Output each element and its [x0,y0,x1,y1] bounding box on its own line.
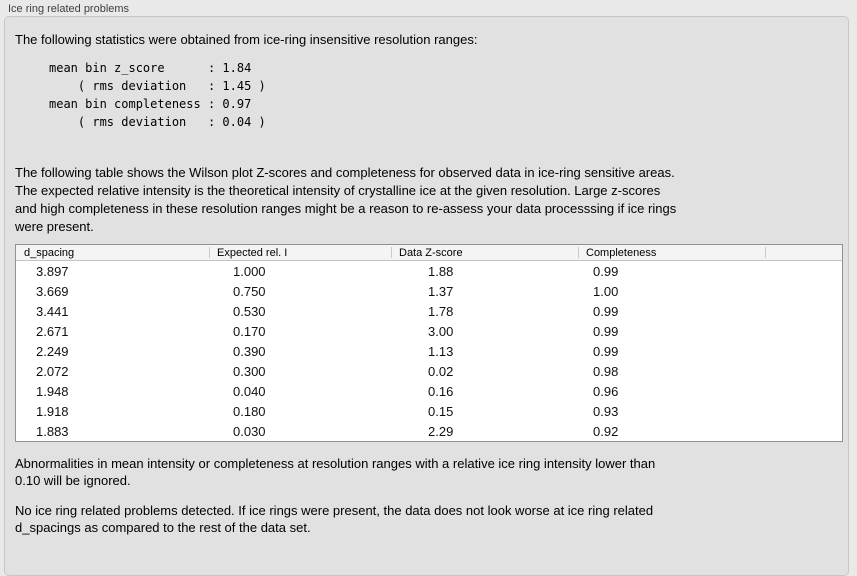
cell-d-spacing: 3.897 [36,263,69,279]
cell-d-spacing: 1.918 [36,403,69,419]
cell-completeness: 0.98 [593,363,619,379]
cell-d-spacing: 3.441 [36,303,69,319]
cell-expected-rel-i: 0.390 [233,343,266,359]
cell-empty [765,281,842,301]
cell-completeness: 0.99 [593,323,619,339]
cell-d-spacing: 3.669 [36,283,69,299]
ignore-note-text: Abnormalities in mean intensity or compl… [15,456,656,488]
table-row[interactable]: 2.671 0.170 3.00 0.99 [16,321,842,341]
cell-d-spacing: 2.671 [36,323,69,339]
table-row[interactable]: 1.883 0.030 2.29 0.92 [16,421,842,441]
cell-data-z-score: 1.78 [428,303,454,319]
cell-expected-rel-i: 0.180 [233,403,266,419]
cell-completeness: 0.99 [593,343,619,359]
cell-data-z-score: 0.16 [428,383,454,399]
cell-expected-rel-i: 0.170 [233,323,266,339]
stats-block: mean bin z_score : 1.84 ( rms deviation … [49,61,266,129]
table-row[interactable]: 1.918 0.180 0.15 0.93 [16,401,842,421]
table-row[interactable]: 3.669 0.750 1.37 1.00 [16,281,842,301]
column-header-data-z-score[interactable]: Data Z-score [391,245,578,260]
table-row[interactable]: 1.948 0.040 0.16 0.96 [16,381,842,401]
cell-empty [765,301,842,321]
cell-expected-rel-i: 0.530 [233,303,266,319]
cell-data-z-score: 3.00 [428,323,454,339]
groupbox-title: Ice ring related problems [8,3,130,15]
cell-completeness: 0.93 [593,403,619,419]
cell-data-z-score: 0.02 [428,363,454,379]
cell-empty [765,381,842,401]
cell-empty [765,261,842,281]
cell-empty [765,361,842,381]
cell-data-z-score: 1.37 [428,283,454,299]
conclusion-text: No ice ring related problems detected. I… [15,503,654,535]
cell-empty [765,321,842,341]
cell-d-spacing: 1.883 [36,423,69,439]
column-header-completeness[interactable]: Completeness [578,245,765,260]
table-header-row: d_spacing Expected rel. I Data Z-score C… [16,245,842,261]
cell-d-spacing: 2.249 [36,343,69,359]
cell-d-spacing: 2.072 [36,363,69,379]
cell-completeness: 0.99 [593,303,619,319]
column-header-expected-rel-i[interactable]: Expected rel. I [209,245,391,260]
cell-completeness: 0.92 [593,423,619,439]
cell-empty [765,401,842,421]
cell-completeness: 1.00 [593,283,619,299]
cell-empty [765,421,842,441]
cell-expected-rel-i: 0.040 [233,383,266,399]
ice-ring-table[interactable]: d_spacing Expected rel. I Data Z-score C… [15,244,843,442]
table-row[interactable]: 3.897 1.000 1.88 0.99 [16,261,842,281]
stats-intro-text: The following statistics were obtained f… [15,32,478,47]
column-header-d-spacing[interactable]: d_spacing [24,246,75,259]
ice-ring-panel: The following statistics were obtained f… [4,16,849,576]
cell-expected-rel-i: 1.000 [233,263,266,279]
cell-expected-rel-i: 0.300 [233,363,266,379]
table-description-text: The following table shows the Wilson plo… [15,165,677,234]
cell-completeness: 0.99 [593,263,619,279]
cell-data-z-score: 0.15 [428,403,454,419]
cell-expected-rel-i: 0.030 [233,423,266,439]
table-row[interactable]: 3.441 0.530 1.78 0.99 [16,301,842,321]
cell-completeness: 0.96 [593,383,619,399]
table-row[interactable]: 2.249 0.390 1.13 0.99 [16,341,842,361]
column-header-empty [765,245,842,260]
cell-d-spacing: 1.948 [36,383,69,399]
cell-expected-rel-i: 0.750 [233,283,266,299]
cell-data-z-score: 1.88 [428,263,454,279]
table-row[interactable]: 2.072 0.300 0.02 0.98 [16,361,842,381]
cell-data-z-score: 1.13 [428,343,454,359]
cell-empty [765,341,842,361]
cell-data-z-score: 2.29 [428,423,454,439]
